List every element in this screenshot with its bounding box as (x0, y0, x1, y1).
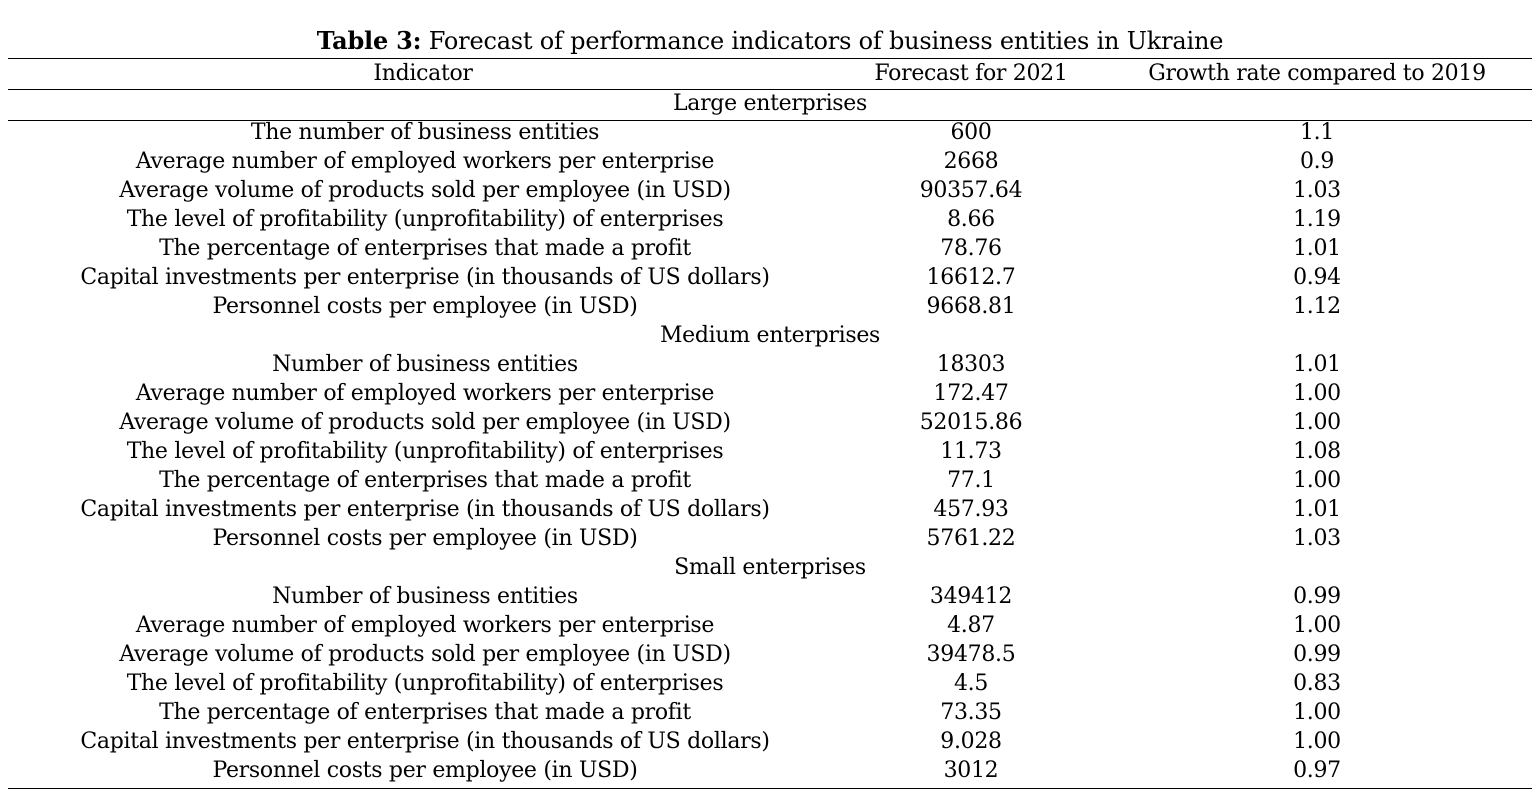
bottom-rule (8, 788, 1532, 789)
table-row: The level of profitability (unprofitabil… (0, 437, 1540, 466)
growth-rate-cell: 1.00 (1293, 729, 1341, 754)
table-row: Average volume of products sold per empl… (0, 176, 1540, 205)
growth-rate-cell: 0.99 (1293, 584, 1341, 609)
forecast-cell: 4.5 (953, 671, 989, 696)
indicator-cell: Personnel costs per employee (in USD) (212, 526, 638, 551)
forecast-cell: 18303 (936, 352, 1006, 377)
table-row: Average volume of products sold per empl… (0, 408, 1540, 437)
table-row: Number of business entities 18303 1.01 (0, 350, 1540, 379)
table-row: Average number of employed workers per e… (0, 611, 1540, 640)
indicator-cell: Personnel costs per employee (in USD) (212, 294, 638, 319)
forecast-cell: 16612.7 (926, 265, 1016, 290)
growth-rate-cell: 1.03 (1293, 526, 1341, 551)
indicator-cell: Average volume of products sold per empl… (119, 178, 731, 203)
header-rule (8, 89, 1532, 90)
indicator-cell: Number of business entities (272, 352, 578, 377)
forecast-cell: 457.93 (933, 497, 1009, 522)
growth-rate-cell: 1.08 (1293, 439, 1341, 464)
forecast-cell: 349412 (929, 584, 1013, 609)
table-row: Average volume of products sold per empl… (0, 640, 1540, 669)
indicator-cell: Personnel costs per employee (in USD) (212, 758, 638, 783)
forecast-cell: 11.73 (940, 439, 1002, 464)
table-row: Capital investments per enterprise (in t… (0, 263, 1540, 292)
section-title: Medium enterprises (659, 323, 881, 348)
table-row: Average number of employed workers per e… (0, 379, 1540, 408)
forecast-cell: 9.028 (940, 729, 1002, 754)
indicator-cell: Average number of employed workers per e… (135, 381, 715, 406)
indicator-cell: Average volume of products sold per empl… (119, 410, 731, 435)
growth-rate-cell: 1.19 (1293, 207, 1341, 232)
top-rule (8, 58, 1532, 59)
header-growth-rate: Growth rate compared to 2019 (1148, 61, 1486, 86)
section-title: Small enterprises (674, 555, 866, 580)
indicator-cell: The level of profitability (unprofitabil… (126, 207, 724, 232)
forecast-cell: 73.35 (940, 700, 1002, 725)
forecast-cell: 39478.5 (926, 642, 1016, 667)
table-row: Personnel costs per employee (in USD) 301… (0, 756, 1540, 785)
forecast-cell: 2668 (943, 149, 999, 174)
indicator-cell: Capital investments per enterprise (in t… (80, 497, 770, 522)
growth-rate-cell: 0.94 (1293, 265, 1341, 290)
growth-rate-cell: 1.00 (1293, 613, 1341, 638)
growth-rate-cell: 1.01 (1293, 236, 1341, 261)
indicator-cell: The percentage of enterprises that made … (159, 700, 691, 725)
forecast-cell: 77.1 (947, 468, 995, 493)
growth-rate-cell: 0.97 (1293, 758, 1341, 783)
header-row: Indicator Forecast for 2021 Growth rate … (0, 59, 1540, 88)
table-row: The percentage of enterprises that made … (0, 698, 1540, 727)
indicator-cell: Number of business entities (272, 584, 578, 609)
forecast-cell: 8.66 (947, 207, 995, 232)
section-rule (8, 120, 1532, 121)
indicator-cell: The level of profitability (unprofitabil… (126, 439, 724, 464)
indicator-cell: Average volume of products sold per empl… (119, 642, 731, 667)
indicator-cell: The number of business entities (250, 120, 600, 145)
growth-rate-cell: 1.03 (1293, 178, 1341, 203)
table-row: The number of business entities 600 1.1 (0, 118, 1540, 147)
forecast-cell: 52015.86 (919, 410, 1023, 435)
growth-rate-cell: 0.9 (1299, 149, 1335, 174)
table-row: The level of profitability (unprofitabil… (0, 669, 1540, 698)
caption-text: Forecast of performance indicators of bu… (421, 27, 1224, 55)
table-row: The percentage of enterprises that made … (0, 466, 1540, 495)
indicator-cell: Capital investments per enterprise (in t… (80, 729, 770, 754)
indicator-cell: The level of profitability (unprofitabil… (126, 671, 724, 696)
forecast-cell: 3012 (943, 758, 999, 783)
header-forecast: Forecast for 2021 (874, 61, 1068, 86)
growth-rate-cell: 1.00 (1293, 700, 1341, 725)
indicator-cell: Average number of employed workers per e… (135, 613, 715, 638)
growth-rate-cell: 1.01 (1293, 352, 1341, 377)
table-row: The level of profitability (unprofitabil… (0, 205, 1540, 234)
growth-rate-cell: 0.83 (1293, 671, 1341, 696)
section-title: Large enterprises (672, 91, 868, 116)
indicator-cell: The percentage of enterprises that made … (159, 236, 691, 261)
indicator-cell: Average number of employed workers per e… (135, 149, 715, 174)
forecast-cell: 9668.81 (926, 294, 1016, 319)
table-row: Capital investments per enterprise (in t… (0, 727, 1540, 756)
table-row: Personnel costs per employee (in USD) 576… (0, 524, 1540, 553)
caption-label: Table 3: (316, 26, 422, 55)
indicator-cell: The percentage of enterprises that made … (159, 468, 691, 493)
table-row: Personnel costs per employee (in USD) 966… (0, 292, 1540, 321)
growth-rate-cell: 1.01 (1293, 497, 1341, 522)
growth-rate-cell: 0.99 (1293, 642, 1341, 667)
table-row: Number of business entities 349412 0.99 (0, 582, 1540, 611)
forecast-cell: 90357.64 (919, 178, 1023, 203)
table-caption: Table 3: Forecast of performance indicat… (0, 25, 1540, 57)
forecast-cell: 5761.22 (926, 526, 1016, 551)
forecast-cell: 78.76 (940, 236, 1002, 261)
growth-rate-cell: 1.00 (1293, 381, 1341, 406)
table-row: Average number of employed workers per e… (0, 147, 1540, 176)
indicator-cell: Capital investments per enterprise (in t… (80, 265, 770, 290)
forecast-cell: 4.87 (947, 613, 995, 638)
growth-rate-cell: 1.00 (1293, 468, 1341, 493)
growth-rate-cell: 1.1 (1299, 120, 1335, 145)
growth-rate-cell: 1.00 (1293, 410, 1341, 435)
forecast-cell: 600 (950, 120, 992, 145)
forecast-cell: 172.47 (933, 381, 1009, 406)
table-row: Capital investments per enterprise (in t… (0, 495, 1540, 524)
table-row: The percentage of enterprises that made … (0, 234, 1540, 263)
growth-rate-cell: 1.12 (1293, 294, 1341, 319)
header-indicator: Indicator (373, 61, 473, 86)
